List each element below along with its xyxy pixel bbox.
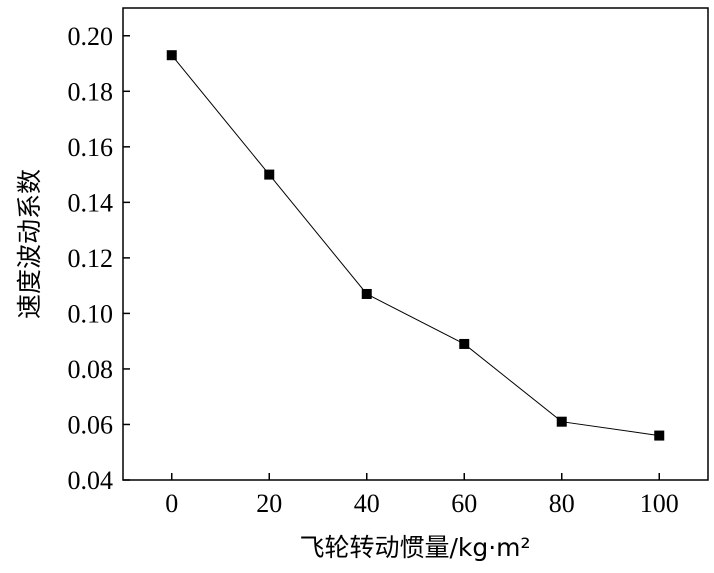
x-axis: 0 20 40 60 80 100 bbox=[165, 473, 679, 518]
y-tick-label: 0.10 bbox=[68, 299, 114, 328]
series-line bbox=[171, 54, 660, 437]
data-point bbox=[264, 169, 275, 180]
y-tick-label: 0.18 bbox=[68, 77, 114, 106]
data-point bbox=[361, 288, 372, 299]
x-axis-title: 飞轮转动惯量/kg·m² bbox=[299, 533, 530, 562]
y-tick-label: 0.08 bbox=[68, 355, 114, 384]
y-tick-label: 0.04 bbox=[68, 466, 114, 495]
data-point bbox=[556, 416, 567, 427]
y-tick-label: 0.16 bbox=[68, 133, 114, 162]
x-tick-label: 20 bbox=[256, 489, 282, 518]
x-tick-label: 60 bbox=[451, 489, 477, 518]
y-axis: 0.04 0.06 0.08 0.10 0.12 0.14 0.16 0.18 0.20 bbox=[68, 22, 130, 495]
y-axis-title: 速度波动系数 bbox=[15, 169, 44, 319]
data-point bbox=[654, 430, 665, 441]
series-group bbox=[166, 50, 665, 441]
y-tick-label: 0.20 bbox=[68, 22, 114, 51]
y-tick-label: 0.14 bbox=[68, 188, 114, 217]
x-tick-label: 80 bbox=[549, 489, 575, 518]
y-tick-label: 0.06 bbox=[68, 410, 114, 439]
data-point bbox=[459, 338, 470, 349]
x-tick-label: 100 bbox=[640, 489, 679, 518]
x-tick-label: 0 bbox=[165, 489, 178, 518]
data-point bbox=[166, 50, 177, 61]
y-tick-label: 0.12 bbox=[68, 244, 114, 273]
plot-frame bbox=[122, 7, 709, 481]
x-tick-label: 40 bbox=[354, 489, 380, 518]
